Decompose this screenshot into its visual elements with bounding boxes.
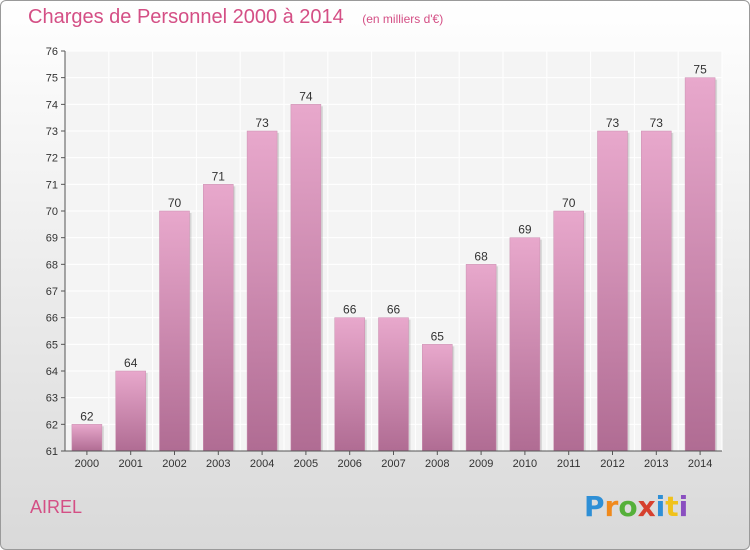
bar — [422, 344, 453, 452]
bar — [334, 317, 365, 452]
y-tick-label: 64 — [46, 366, 58, 378]
bar — [597, 130, 628, 452]
bar — [684, 77, 716, 452]
chart-subtitle: (en milliers d'€) — [362, 12, 444, 26]
bar-value-label: 73 — [650, 116, 664, 130]
y-tick-label: 72 — [46, 153, 58, 165]
y-tick-label: 70 — [46, 206, 58, 218]
bar-value-label: 70 — [562, 196, 576, 210]
y-tick-label: 61 — [46, 446, 58, 458]
bar — [71, 424, 103, 452]
y-tick-label: 74 — [46, 99, 58, 111]
x-tick-label: 2009 — [469, 458, 493, 470]
x-tick-label: 2010 — [513, 458, 537, 470]
x-tick-label: 2006 — [337, 458, 361, 470]
logo-letter: r — [604, 490, 619, 523]
logo-letter: i — [655, 490, 666, 523]
y-tick-label: 63 — [46, 393, 58, 405]
logo-letter: i — [678, 490, 689, 523]
bar-value-label: 64 — [124, 356, 138, 370]
bar-value-label: 74 — [299, 89, 313, 103]
bar-value-label: 73 — [255, 116, 269, 130]
logo-letter: t — [665, 490, 679, 523]
bar — [246, 130, 278, 452]
x-tick-label: 2005 — [294, 458, 318, 470]
bar-value-label: 73 — [606, 116, 620, 130]
bar-value-label: 66 — [343, 303, 357, 317]
y-tick-label: 62 — [46, 419, 58, 431]
chart-title: Charges de Personnel 2000 à 2014 — [28, 6, 344, 28]
y-tick-label: 68 — [46, 259, 58, 271]
bar — [115, 370, 146, 452]
bar — [203, 184, 234, 452]
bar-value-label: 62 — [80, 409, 94, 423]
bar — [159, 210, 190, 452]
y-tick-label: 75 — [46, 73, 58, 85]
y-tick-label: 73 — [46, 126, 58, 138]
x-tick-label: 2007 — [381, 458, 405, 470]
bar-value-label: 66 — [387, 303, 401, 317]
y-tick-label: 69 — [46, 233, 58, 245]
location-label: AIREL — [30, 497, 83, 517]
x-tick-label: 2008 — [425, 458, 449, 470]
bar — [509, 237, 541, 452]
bar — [378, 317, 409, 452]
x-tick-label: 2000 — [75, 458, 99, 470]
x-tick-label: 2012 — [600, 458, 624, 470]
bar-value-label: 68 — [474, 249, 488, 263]
bar-value-label: 70 — [168, 196, 182, 210]
x-tick-label: 2013 — [644, 458, 668, 470]
bar — [553, 210, 584, 452]
logo-letter: P — [584, 490, 605, 523]
x-tick-label: 2011 — [557, 458, 581, 470]
bar — [290, 104, 322, 452]
bar-value-label: 71 — [212, 169, 226, 183]
bar-value-label: 65 — [431, 329, 445, 343]
labels: 62 64 70 71 73 74 66 66 65 68 69 70 73 73 75 — [80, 63, 707, 424]
bars — [71, 77, 718, 452]
y-tick-label: 71 — [46, 179, 58, 191]
axes: 61 62 63 64 65 66 67 68 69 70 71 72 73 74 75 76 2000 2001… — [46, 46, 722, 470]
y-tick-label: 76 — [46, 46, 58, 58]
logo-letter: x — [637, 490, 656, 523]
bar-value-label: 69 — [518, 223, 532, 237]
y-tick-label: 67 — [46, 286, 58, 298]
x-tick-label: 2014 — [688, 458, 712, 470]
bar — [465, 264, 497, 452]
y-tick-label: 65 — [46, 339, 58, 351]
x-tick-label: 2003 — [206, 458, 230, 470]
y-tick-label: 66 — [46, 313, 58, 325]
title-line: Charges de Personnel 2000 à 2014 (en mil… — [28, 6, 443, 29]
x-tick-label: 2004 — [250, 458, 274, 470]
logo-letter: o — [618, 490, 638, 523]
proxiti-logo: Proxiti — [584, 490, 688, 523]
bar — [641, 130, 672, 452]
x-tick-label: 2002 — [162, 458, 186, 470]
x-tick-label: 2001 — [118, 458, 142, 470]
bar-value-label: 75 — [693, 63, 707, 77]
